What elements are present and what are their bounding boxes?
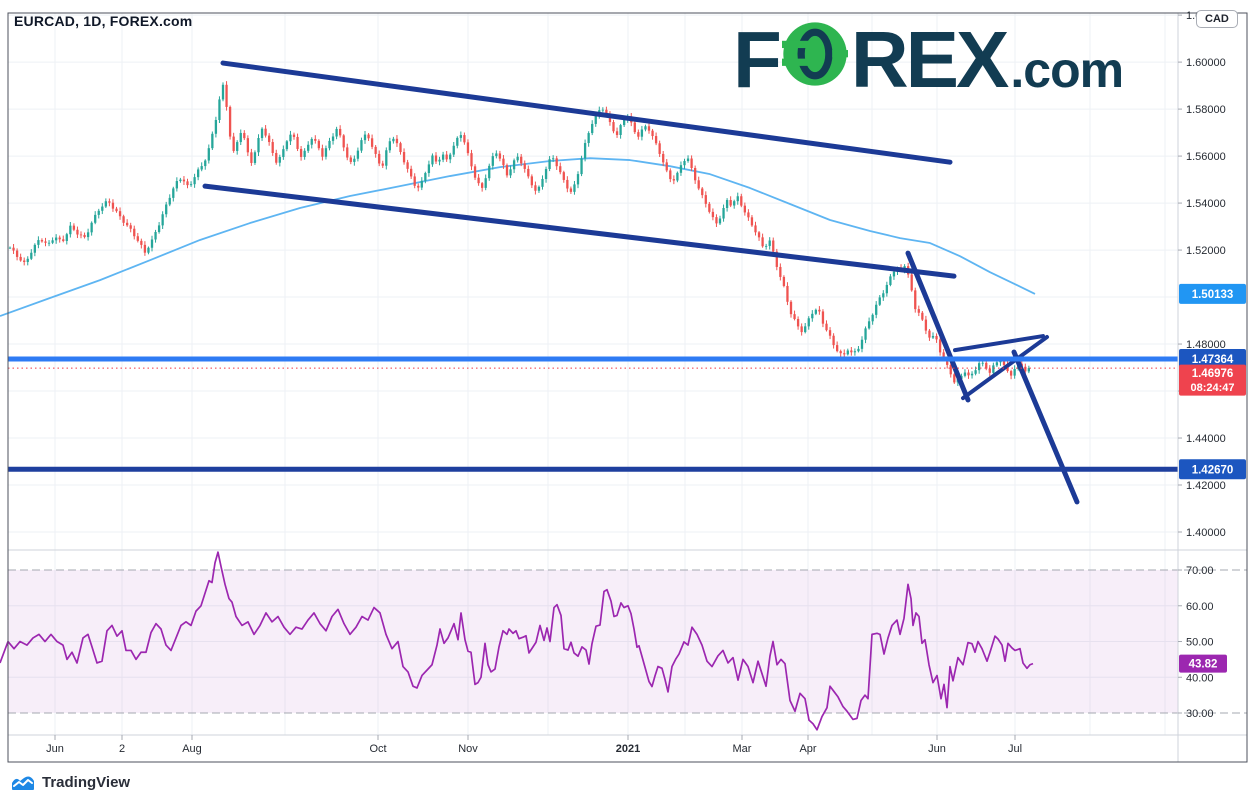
level-lines — [8, 356, 1178, 472]
tradingview-icon — [12, 776, 34, 790]
rsi-band — [8, 569, 1247, 714]
currency-badge[interactable]: CAD — [1196, 10, 1238, 28]
time-label: Jul — [1008, 743, 1022, 755]
trendline[interactable] — [953, 334, 1045, 353]
axis-label: 1.44000 — [1186, 433, 1226, 445]
time-label: 2021 — [616, 743, 640, 755]
time-label: Jun — [928, 743, 946, 755]
price-badge: 1.50133 — [1179, 283, 1246, 304]
time-axis[interactable]: Jun 2 Aug Oct Nov 2021 Mar Apr Jun Jul — [46, 735, 1022, 755]
axis-badges: 1.50133 1.47364 1.46976 08:24:47 1.42670 43.8… — [1179, 283, 1246, 673]
trendline[interactable] — [220, 60, 953, 165]
tradingview-logo[interactable]: TradingView — [10, 774, 130, 791]
axis-label: 50.00 — [1186, 637, 1214, 649]
price-badge: 1.42670 — [1179, 459, 1246, 480]
separators — [7, 12, 1248, 763]
price-badge: 1.47364 — [1179, 348, 1246, 369]
price-badge: 1.46976 08:24:47 — [1179, 364, 1246, 396]
forex-letter-f: F — [733, 15, 782, 104]
time-label: Oct — [369, 743, 386, 755]
trendline[interactable] — [1011, 349, 1080, 505]
trendline[interactable] — [202, 183, 957, 279]
axis-label: 1.52000 — [1186, 245, 1226, 257]
axis-label: 1.60000 — [1186, 57, 1226, 69]
svg-text:1.50133: 1.50133 — [1192, 289, 1234, 301]
rsi-line — [0, 551, 1034, 731]
axis-label: 30.00 — [1186, 708, 1214, 720]
forex-o-icon — [781, 22, 848, 86]
axis-label: 1.58000 — [1186, 104, 1226, 116]
axis-label: 1.42000 — [1186, 480, 1226, 492]
price-badge: 43.82 — [1179, 654, 1227, 673]
trendlines-layer — [202, 60, 1080, 505]
time-label: Jun — [46, 743, 64, 755]
time-label: 2 — [119, 743, 125, 755]
outer-frame — [7, 12, 1248, 763]
axis-label: 40.00 — [1186, 672, 1214, 684]
axis-label: 1.48000 — [1186, 339, 1226, 351]
svg-text:08:24:47: 08:24:47 — [1190, 382, 1234, 394]
svg-text:1.47364: 1.47364 — [1192, 354, 1234, 366]
axis-label: 1.40000 — [1186, 527, 1226, 539]
time-label: Mar — [733, 743, 752, 755]
time-label: Nov — [458, 743, 478, 755]
ma-line — [0, 157, 1036, 317]
svg-text:1.42670: 1.42670 — [1192, 464, 1234, 476]
forex-suffix: .com — [1010, 42, 1124, 98]
trendline[interactable] — [905, 250, 971, 403]
axis-label: 60.00 — [1186, 601, 1214, 613]
symbol-title: EURCAD, 1D, FOREX.com — [14, 13, 193, 29]
forex-watermark: F REX .com — [733, 15, 1124, 104]
tradingview-label: TradingView — [42, 774, 131, 791]
time-label: Apr — [799, 743, 816, 755]
axis-label: 1.54000 — [1186, 198, 1226, 210]
svg-text:1.46976: 1.46976 — [1192, 368, 1234, 380]
time-label: Aug — [182, 743, 202, 755]
trendline[interactable] — [961, 334, 1049, 401]
forex-letters-rex: REX — [850, 15, 1009, 104]
grid-layer — [8, 13, 1178, 735]
axis-label: 1.56000 — [1186, 151, 1226, 163]
axis-label: 70.00 — [1186, 565, 1214, 577]
svg-text:43.82: 43.82 — [1189, 659, 1218, 671]
